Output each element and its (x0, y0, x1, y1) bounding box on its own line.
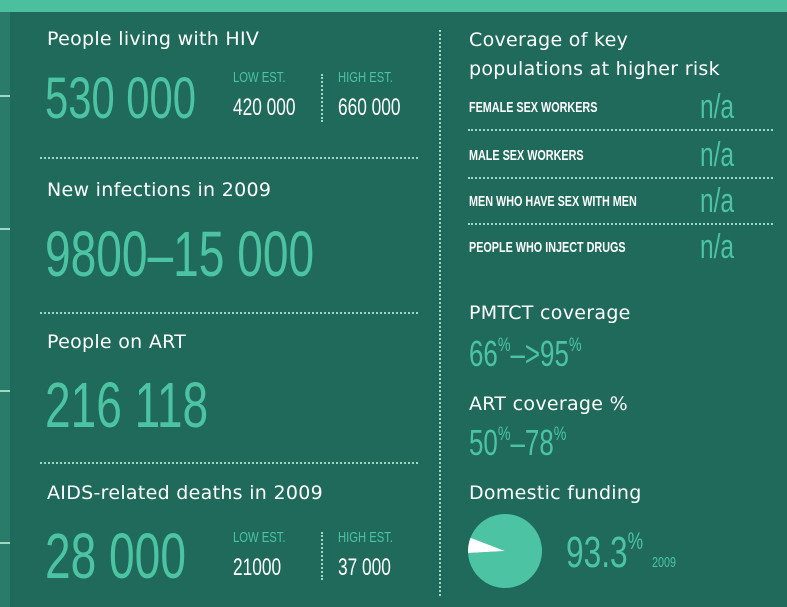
separator (40, 157, 418, 159)
row-value: n/a (700, 136, 735, 174)
value: 93.3 (566, 528, 628, 578)
high-label: HIGH EST. (338, 529, 394, 546)
high-label: HIGH EST. (338, 69, 394, 86)
row-separator (468, 223, 773, 225)
separator (40, 462, 418, 464)
unit: % (627, 528, 644, 555)
section-title: populations at higher risk (469, 58, 720, 80)
pie-remainder (468, 537, 505, 553)
row-value: n/a (700, 228, 735, 266)
sep: – (510, 422, 525, 463)
divider (321, 532, 323, 580)
section-title: People living with HIV (47, 28, 260, 50)
funding-value: 93.3% 2009 (566, 528, 676, 578)
big-number: 28 000 (45, 520, 186, 592)
pie-slice (468, 514, 542, 588)
row-value: n/a (700, 182, 735, 220)
separator (40, 312, 418, 314)
section-title: Coverage of key (469, 29, 629, 51)
unit: % (497, 334, 511, 357)
top-band (0, 0, 787, 12)
high-value: 37 000 (338, 554, 391, 581)
section-title: New infections in 2009 (47, 179, 272, 201)
from: 50 (469, 422, 498, 463)
year: 2009 (651, 554, 676, 572)
high-value: 660 000 (338, 94, 401, 121)
strip-line (0, 95, 10, 97)
row-label: PEOPLE WHO INJECT DRUGS (469, 239, 626, 256)
to: 78 (524, 422, 554, 463)
big-number: 530 000 (45, 66, 196, 131)
column-divider (439, 30, 441, 596)
low-value: 420 000 (233, 94, 296, 121)
pie (468, 514, 542, 588)
range-value: 66%–>95% (469, 333, 582, 374)
low-label: LOW EST. (233, 529, 286, 546)
divider (321, 74, 323, 122)
row-separator (468, 129, 773, 131)
range-value: 50%–78% (469, 422, 567, 463)
to: 95 (540, 333, 569, 374)
left-strip (0, 12, 10, 607)
low-label: LOW EST. (233, 69, 286, 86)
row-value: n/a (700, 88, 735, 126)
section-title: ART coverage % (469, 393, 628, 415)
row-separator (468, 177, 773, 179)
section-title: People on ART (47, 331, 187, 353)
row-label: MALE SEX WORKERS (469, 147, 584, 164)
from: 66 (469, 333, 498, 374)
section-title: Domestic funding (469, 482, 642, 504)
strip-line (0, 390, 10, 392)
strip-line (0, 228, 10, 230)
section-title: PMTCT coverage (469, 302, 631, 324)
big-number: 9800–15 000 (45, 218, 315, 290)
section-title: AIDS-related deaths in 2009 (47, 482, 324, 504)
sep: –> (510, 333, 541, 374)
unit: % (497, 423, 511, 446)
low-value: 21000 (233, 554, 282, 581)
unit: % (553, 423, 567, 446)
unit: % (568, 334, 582, 357)
row-label: FEMALE SEX WORKERS (469, 99, 598, 116)
row-label: MEN WHO HAVE SEX WITH MEN (469, 193, 637, 210)
big-number: 216 118 (45, 369, 209, 441)
strip-line (0, 542, 10, 544)
